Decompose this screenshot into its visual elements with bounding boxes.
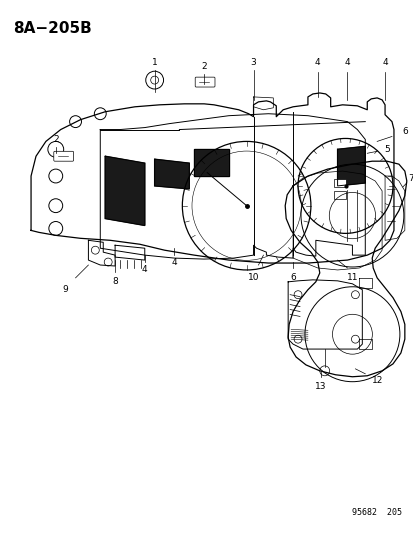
Text: 95682  205: 95682 205 bbox=[351, 508, 401, 517]
Text: 10: 10 bbox=[247, 273, 259, 282]
Text: 12: 12 bbox=[370, 376, 382, 385]
Text: 7: 7 bbox=[407, 174, 413, 183]
Bar bbox=[333, 191, 345, 199]
Text: 13: 13 bbox=[314, 382, 326, 391]
Text: 4: 4 bbox=[171, 257, 177, 266]
Text: 2: 2 bbox=[201, 62, 206, 71]
Text: 1: 1 bbox=[152, 58, 157, 67]
Text: 4: 4 bbox=[381, 58, 387, 67]
Text: 4: 4 bbox=[344, 58, 349, 67]
Bar bbox=[333, 179, 345, 187]
Text: 6: 6 bbox=[290, 273, 295, 282]
Polygon shape bbox=[194, 149, 228, 176]
Text: 5: 5 bbox=[383, 145, 389, 154]
Text: 8A−205B: 8A−205B bbox=[13, 21, 92, 36]
Polygon shape bbox=[337, 147, 364, 186]
Text: 6: 6 bbox=[401, 127, 407, 136]
Polygon shape bbox=[154, 159, 189, 189]
Text: 8: 8 bbox=[112, 277, 118, 286]
Text: 4: 4 bbox=[142, 265, 147, 274]
Text: 11: 11 bbox=[346, 273, 357, 282]
Text: 9: 9 bbox=[63, 285, 69, 294]
FancyBboxPatch shape bbox=[195, 77, 214, 87]
FancyBboxPatch shape bbox=[54, 151, 74, 161]
Polygon shape bbox=[105, 156, 145, 225]
Text: 2: 2 bbox=[53, 135, 59, 144]
Text: 3: 3 bbox=[250, 58, 256, 67]
Text: 4: 4 bbox=[314, 58, 320, 67]
